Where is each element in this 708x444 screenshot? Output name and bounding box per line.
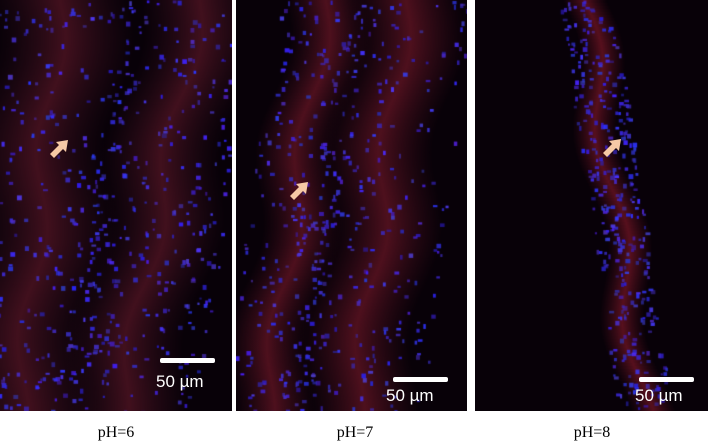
scale-bar (160, 358, 215, 363)
scale-bar (393, 377, 448, 382)
micrograph-ph8: 50 µm (475, 0, 708, 411)
micrograph-image (236, 0, 467, 411)
caption-ph8: pH=8 (573, 424, 611, 441)
scale-bar (639, 377, 694, 382)
micrograph-image (0, 0, 232, 411)
arrow-pointer-icon (50, 140, 68, 158)
scale-label: 50 µm (156, 372, 204, 391)
arrow-pointer-icon (603, 139, 621, 157)
scale-label: 50 µm (386, 386, 434, 405)
caption-ph6: pH=6 (97, 424, 135, 441)
micrograph-ph7: 50 µm (236, 0, 467, 411)
caption-ph7: pH=7 (336, 424, 374, 441)
scale-label: 50 µm (635, 386, 683, 405)
micrograph-image (475, 0, 708, 411)
arrow-pointer-icon (290, 182, 308, 200)
micrograph-ph6: 50 µm (0, 0, 232, 411)
